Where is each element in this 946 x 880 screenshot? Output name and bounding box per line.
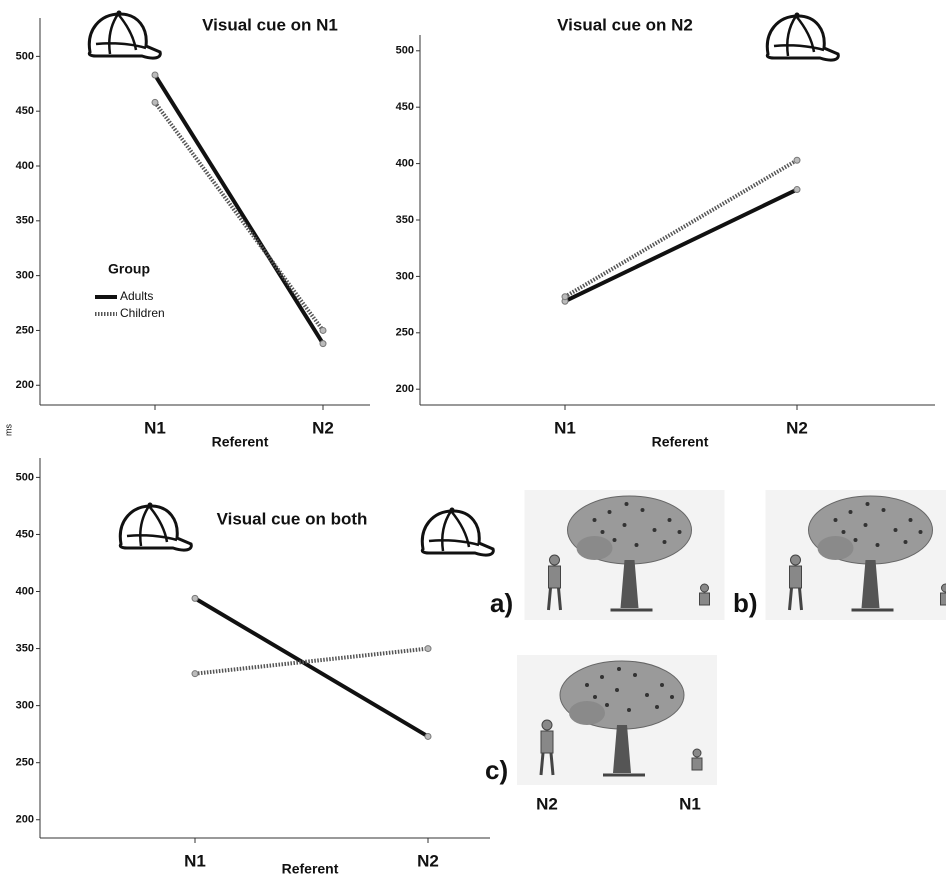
chart-title: Visual cue on N2 bbox=[557, 15, 693, 34]
x-axis-label: Referent bbox=[282, 861, 339, 877]
y-tick-label: 200 bbox=[16, 814, 34, 826]
x-tick-label: N2 bbox=[786, 418, 808, 437]
data-point bbox=[152, 99, 158, 105]
y-tick-label: 500 bbox=[16, 471, 34, 483]
scene-a bbox=[525, 490, 725, 620]
legend-label: Adults bbox=[120, 289, 153, 303]
y-tick-label: 250 bbox=[396, 327, 414, 339]
y-tick-label: 350 bbox=[396, 214, 414, 226]
y-tick-label: 300 bbox=[396, 270, 414, 282]
chart-title: Visual cue on both bbox=[217, 509, 368, 528]
series-line bbox=[155, 102, 323, 330]
series-line bbox=[195, 598, 428, 736]
data-point bbox=[152, 72, 158, 78]
y-tick-label: 400 bbox=[16, 585, 34, 597]
y-tick-label: 450 bbox=[16, 528, 34, 540]
data-point bbox=[192, 595, 198, 601]
data-point bbox=[425, 646, 431, 652]
legend-label: Children bbox=[120, 306, 165, 320]
cap-icon bbox=[767, 13, 838, 61]
legend-title: Group bbox=[108, 261, 150, 277]
x-tick-label: N1 bbox=[554, 418, 576, 437]
figure: a) b) c) N2 N1 ms 200 250 300 350 400 450 500 N… bbox=[0, 0, 946, 880]
chart-title: Visual cue on N1 bbox=[202, 15, 338, 34]
y-tick-label: 400 bbox=[16, 160, 34, 172]
scene-c bbox=[517, 655, 717, 785]
y-tick-label: 400 bbox=[396, 158, 414, 170]
scene-b bbox=[766, 490, 946, 620]
data-point bbox=[320, 341, 326, 347]
y-tick-label: 350 bbox=[16, 642, 34, 654]
panel-label: c) bbox=[485, 755, 508, 785]
data-point bbox=[562, 294, 568, 300]
x-axis-label: Referent bbox=[652, 434, 709, 450]
data-point bbox=[320, 327, 326, 333]
y-tick-label: 500 bbox=[16, 50, 34, 62]
data-point bbox=[192, 671, 198, 677]
cap-icon bbox=[422, 508, 493, 556]
data-point bbox=[794, 187, 800, 193]
series-line bbox=[155, 75, 323, 344]
y-tick-label: 250 bbox=[16, 324, 34, 336]
y-tick-label: 250 bbox=[16, 757, 34, 769]
y-tick-label: 300 bbox=[16, 270, 34, 282]
panel-label: a) bbox=[490, 588, 513, 618]
series-line bbox=[195, 649, 428, 674]
data-point bbox=[794, 157, 800, 163]
y-tick-label: 450 bbox=[16, 105, 34, 117]
y-tick-label: 500 bbox=[396, 45, 414, 57]
y-tick-label: 200 bbox=[396, 383, 414, 395]
y-tick-label: 200 bbox=[16, 379, 34, 391]
x-tick-label: N2 bbox=[417, 851, 439, 870]
scene-label: N1 bbox=[679, 794, 701, 813]
series-line bbox=[565, 160, 797, 296]
panel-label: b) bbox=[733, 588, 758, 618]
cap-icon bbox=[89, 11, 160, 59]
x-tick-label: N1 bbox=[184, 851, 206, 870]
x-tick-label: N1 bbox=[144, 418, 166, 437]
y-axis-label: ms bbox=[3, 424, 13, 436]
y-tick-label: 450 bbox=[396, 101, 414, 113]
cap-icon bbox=[120, 503, 191, 551]
y-tick-label: 300 bbox=[16, 700, 34, 712]
series-line bbox=[565, 190, 797, 302]
scene-label: N2 bbox=[536, 794, 558, 813]
data-point bbox=[425, 733, 431, 739]
x-axis-label: Referent bbox=[212, 434, 269, 450]
y-tick-label: 350 bbox=[16, 215, 34, 227]
x-tick-label: N2 bbox=[312, 418, 334, 437]
